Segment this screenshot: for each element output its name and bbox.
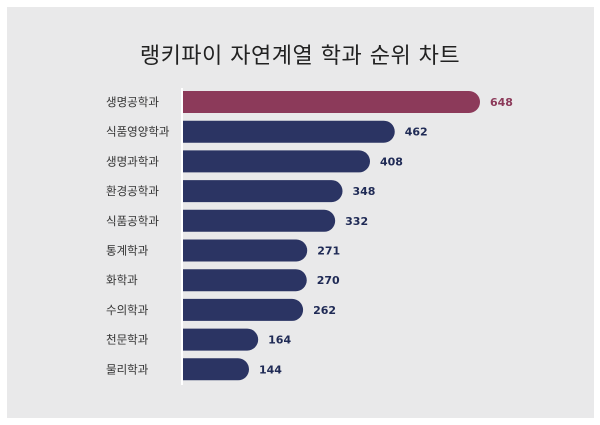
value-label: 648	[490, 96, 513, 109]
category-label: 생명공학과	[106, 95, 159, 109]
category-label: 환경공학과	[106, 184, 159, 198]
value-label: 332	[345, 215, 368, 228]
value-label: 270	[317, 274, 340, 287]
bar-물리학과	[183, 358, 249, 381]
value-label: 462	[405, 126, 428, 139]
category-label: 식품공학과	[106, 214, 159, 228]
bar-식품공학과	[183, 209, 336, 232]
category-label: 물리학과	[106, 362, 149, 376]
bar-환경공학과	[183, 180, 343, 203]
bar-생명공학과	[183, 91, 480, 113]
category-label: 화학과	[106, 273, 138, 287]
category-label: 통계학과	[106, 244, 149, 258]
value-label: 144	[259, 363, 282, 376]
bar-천문학과	[183, 328, 259, 351]
category-label: 생명과학과	[106, 154, 159, 168]
chart-title: 랭키파이 자연계열 학과 순위 차트	[139, 44, 461, 69]
bar-생명과학과	[183, 150, 370, 173]
value-label: 348	[353, 185, 376, 198]
bar-화학과	[183, 269, 307, 292]
value-label: 271	[317, 245, 340, 258]
value-label: 408	[380, 155, 403, 168]
category-label: 식품영양학과	[106, 125, 170, 139]
bar-통계학과	[183, 239, 308, 262]
bar-수의학과	[183, 298, 304, 321]
category-label: 수의학과	[106, 303, 149, 317]
bar-식품영양학과	[183, 120, 395, 143]
value-label: 164	[268, 334, 291, 347]
category-label: 천문학과	[106, 333, 149, 347]
value-label: 262	[313, 304, 336, 317]
